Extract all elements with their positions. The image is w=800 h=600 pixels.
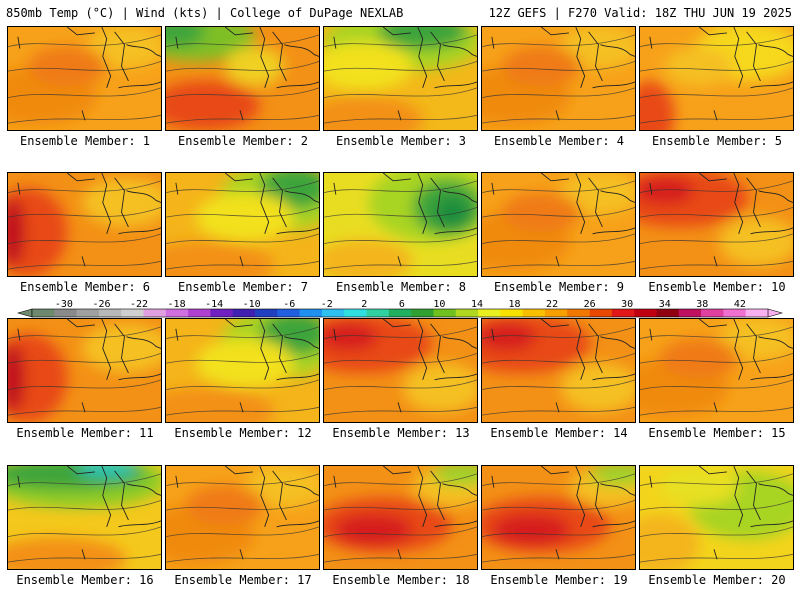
colorbar-swatch <box>611 309 635 317</box>
colorbar-swatch <box>745 309 769 317</box>
ensemble-member-label: Ensemble Member: 11 <box>16 426 154 440</box>
ensemble-member-map <box>323 26 478 131</box>
colorbar-tick-label: 26 <box>584 300 596 310</box>
ensemble-member-map <box>639 465 794 570</box>
ensemble-member-map <box>165 465 320 570</box>
colorbar-tick-label: -22 <box>130 300 148 310</box>
colorbar-swatch <box>366 309 390 317</box>
colorbar-tick-label: -2 <box>321 300 333 310</box>
ensemble-member-map <box>165 26 320 131</box>
ensemble-member-map <box>165 172 320 277</box>
temperature-colorbar: -30 -26 -22 -18 -14 -10 -6 -2 2 6 10 14 18 22 26 30 34 38… <box>12 300 788 320</box>
colorbar-swatch <box>478 309 501 317</box>
ensemble-member-map <box>639 172 794 277</box>
ensemble-member-map <box>323 172 478 277</box>
colorbar-swatch <box>455 309 479 317</box>
colorbar-tick-label: -10 <box>243 300 261 310</box>
ensemble-member-label: Ensemble Member: 4 <box>493 134 625 148</box>
colorbar-swatch <box>589 309 613 317</box>
colorbar-swatch <box>500 309 523 317</box>
colorbar-swatch <box>678 309 702 317</box>
ensemble-member-label: Ensemble Member: 14 <box>490 426 628 440</box>
ensemble-member-map <box>7 318 162 423</box>
ensemble-member-map <box>323 465 478 570</box>
ensemble-member-label: Ensemble Member: 12 <box>174 426 312 440</box>
colorbar-swatch <box>255 309 278 317</box>
run-valid-time: 12Z GEFS | F270 Valid: 18Z THU JUN 19 20… <box>488 6 792 20</box>
colorbar-high-arrow <box>767 308 784 318</box>
colorbar-tick-label: -6 <box>283 300 295 310</box>
ensemble-member-label: Ensemble Member: 13 <box>332 426 470 440</box>
colorbar-tick-label: -14 <box>205 300 223 310</box>
ensemble-member-map <box>639 318 794 423</box>
ensemble-member-label: Ensemble Member: 10 <box>648 280 786 294</box>
colorbar-tick-label: 14 <box>471 300 483 310</box>
colorbar-swatch <box>165 309 189 317</box>
colorbar-tick-label: 2 <box>361 300 367 310</box>
colorbar-swatch <box>433 309 457 317</box>
colorbar-tick-label: 30 <box>621 300 633 310</box>
colorbar-swatch <box>98 309 122 317</box>
colorbar-swatch <box>32 309 55 317</box>
map-title: 850mb Temp (°C) | Wind (kts) | College o… <box>6 6 404 20</box>
colorbar-swatch <box>121 309 144 317</box>
colorbar-swatch <box>188 309 211 317</box>
colorbar-swatch <box>232 309 256 317</box>
ensemble-member-label: Ensemble Member: 9 <box>493 280 625 294</box>
colorbar-swatch <box>522 309 546 317</box>
colorbar-swatch <box>54 309 77 317</box>
colorbar-swatch <box>388 309 412 317</box>
ensemble-member-label: Ensemble Member: 2 <box>177 134 309 148</box>
colorbar-tick-label: 34 <box>659 300 671 310</box>
colorbar-tick-label: 18 <box>509 300 521 310</box>
colorbar-swatch <box>76 309 100 317</box>
ensemble-member-label: Ensemble Member: 6 <box>19 280 151 294</box>
ensemble-member-map <box>7 26 162 131</box>
ensemble-member-map <box>7 465 162 570</box>
ensemble-member-label: Ensemble Member: 17 <box>174 573 312 587</box>
colorbar-swatch <box>321 309 345 317</box>
ensemble-member-map <box>7 172 162 277</box>
ensemble-member-label: Ensemble Member: 7 <box>177 280 309 294</box>
colorbar-swatch <box>277 309 300 317</box>
ensemble-member-map <box>165 318 320 423</box>
colorbar-swatch <box>634 309 657 317</box>
ensemble-member-label: Ensemble Member: 1 <box>19 134 151 148</box>
ensemble-member-label: Ensemble Member: 5 <box>651 134 783 148</box>
colorbar-swatch <box>210 309 234 317</box>
colorbar-tick-label: 42 <box>734 300 746 310</box>
colorbar-swatch <box>723 309 746 317</box>
colorbar-tick-label: 6 <box>399 300 405 310</box>
ensemble-member-map <box>481 465 636 570</box>
ensemble-member-map <box>481 318 636 423</box>
colorbar-low-arrow <box>16 308 33 318</box>
colorbar-swatch <box>567 309 590 317</box>
colorbar-swatch <box>544 309 568 317</box>
colorbar-tick-label: -18 <box>168 300 186 310</box>
ensemble-member-map <box>481 26 636 131</box>
colorbar-swatch <box>143 309 167 317</box>
colorbar-swatch <box>299 309 323 317</box>
ensemble-member-label: Ensemble Member: 18 <box>332 573 470 587</box>
colorbar-tick-label: -26 <box>92 300 110 310</box>
ensemble-member-label: Ensemble Member: 8 <box>335 280 467 294</box>
colorbar-swatch <box>656 309 680 317</box>
ensemble-member-label: Ensemble Member: 3 <box>335 134 467 148</box>
ensemble-member-map <box>323 318 478 423</box>
ensemble-member-label: Ensemble Member: 19 <box>490 573 628 587</box>
ensemble-member-label: Ensemble Member: 20 <box>648 573 786 587</box>
colorbar-swatch <box>344 309 367 317</box>
colorbar-tick-label: 10 <box>433 300 445 310</box>
ensemble-member-label: Ensemble Member: 15 <box>648 426 786 440</box>
ensemble-member-map <box>481 172 636 277</box>
colorbar-swatch <box>411 309 434 317</box>
ensemble-member-map <box>639 26 794 131</box>
colorbar-swatch <box>701 309 724 317</box>
ensemble-member-label: Ensemble Member: 16 <box>16 573 154 587</box>
colorbar-tick-label: 22 <box>546 300 558 310</box>
colorbar-tick-label: -30 <box>55 300 73 310</box>
colorbar-tick-label: 38 <box>696 300 708 310</box>
